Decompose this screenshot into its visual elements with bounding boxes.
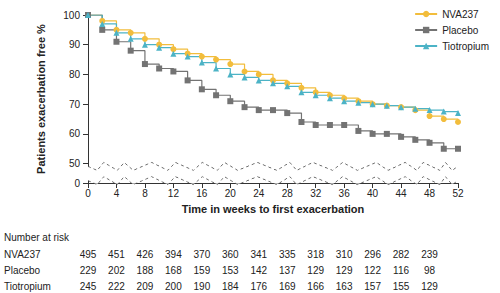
svg-text:122: 122 — [364, 265, 381, 276]
svg-text:209: 209 — [137, 281, 154, 292]
svg-text:Patients exacerbation free %: Patients exacerbation free % — [35, 24, 47, 174]
svg-text:153: 153 — [222, 265, 239, 276]
svg-text:16: 16 — [196, 188, 208, 199]
svg-text:Number at risk: Number at risk — [4, 232, 70, 243]
svg-text:426: 426 — [137, 249, 154, 260]
svg-text:394: 394 — [165, 249, 182, 260]
svg-text:0: 0 — [85, 188, 91, 199]
svg-text:60: 60 — [69, 128, 81, 139]
svg-text:Tiotropium: Tiotropium — [4, 281, 51, 292]
svg-text:Tiotropium: Tiotropium — [442, 41, 489, 52]
svg-text:32: 32 — [310, 188, 322, 199]
svg-text:48: 48 — [424, 188, 436, 199]
svg-text:12: 12 — [168, 188, 180, 199]
svg-text:166: 166 — [307, 281, 324, 292]
svg-text:Placebo: Placebo — [442, 25, 479, 36]
svg-text:4: 4 — [114, 188, 120, 199]
svg-text:318: 318 — [307, 249, 324, 260]
svg-text:155: 155 — [393, 281, 410, 292]
svg-text:176: 176 — [250, 281, 267, 292]
svg-text:Time in weeks to first exacerb: Time in weeks to first exacerbation — [182, 203, 365, 215]
svg-text:NVA237: NVA237 — [442, 9, 479, 20]
svg-text:202: 202 — [108, 265, 125, 276]
svg-text:116: 116 — [393, 265, 409, 276]
svg-text:190: 190 — [194, 281, 211, 292]
svg-text:70: 70 — [69, 99, 81, 110]
svg-text:142: 142 — [250, 265, 267, 276]
svg-text:100: 100 — [63, 10, 80, 21]
svg-text:0: 0 — [74, 178, 80, 189]
svg-text:188: 188 — [137, 265, 154, 276]
svg-text:335: 335 — [279, 249, 296, 260]
svg-text:20: 20 — [225, 188, 237, 199]
svg-text:451: 451 — [108, 249, 125, 260]
svg-text:50: 50 — [69, 158, 81, 169]
svg-text:90: 90 — [69, 39, 81, 50]
svg-text:24: 24 — [253, 188, 265, 199]
svg-text:495: 495 — [80, 249, 97, 260]
svg-text:80: 80 — [69, 69, 81, 80]
svg-text:168: 168 — [165, 265, 182, 276]
svg-text:40: 40 — [367, 188, 379, 199]
svg-text:169: 169 — [279, 281, 296, 292]
svg-text:129: 129 — [307, 265, 324, 276]
svg-text:370: 370 — [194, 249, 211, 260]
svg-text:163: 163 — [336, 281, 353, 292]
svg-text:296: 296 — [364, 249, 381, 260]
svg-text:129: 129 — [421, 281, 438, 292]
svg-text:360: 360 — [222, 249, 239, 260]
svg-text:157: 157 — [364, 281, 381, 292]
svg-text:282: 282 — [393, 249, 410, 260]
svg-text:245: 245 — [80, 281, 97, 292]
svg-text:129: 129 — [336, 265, 353, 276]
svg-text:341: 341 — [250, 249, 267, 260]
svg-text:98: 98 — [424, 265, 436, 276]
svg-text:229: 229 — [80, 265, 97, 276]
svg-text:159: 159 — [194, 265, 211, 276]
svg-text:239: 239 — [421, 249, 438, 260]
svg-text:200: 200 — [165, 281, 182, 292]
svg-text:222: 222 — [108, 281, 125, 292]
svg-text:NVA237: NVA237 — [4, 249, 41, 260]
svg-text:52: 52 — [452, 188, 464, 199]
svg-text:Placebo: Placebo — [4, 265, 41, 276]
svg-text:137: 137 — [279, 265, 296, 276]
svg-text:36: 36 — [339, 188, 351, 199]
svg-text:310: 310 — [336, 249, 353, 260]
svg-text:184: 184 — [222, 281, 239, 292]
svg-text:8: 8 — [142, 188, 148, 199]
svg-text:44: 44 — [396, 188, 408, 199]
svg-text:28: 28 — [282, 188, 294, 199]
